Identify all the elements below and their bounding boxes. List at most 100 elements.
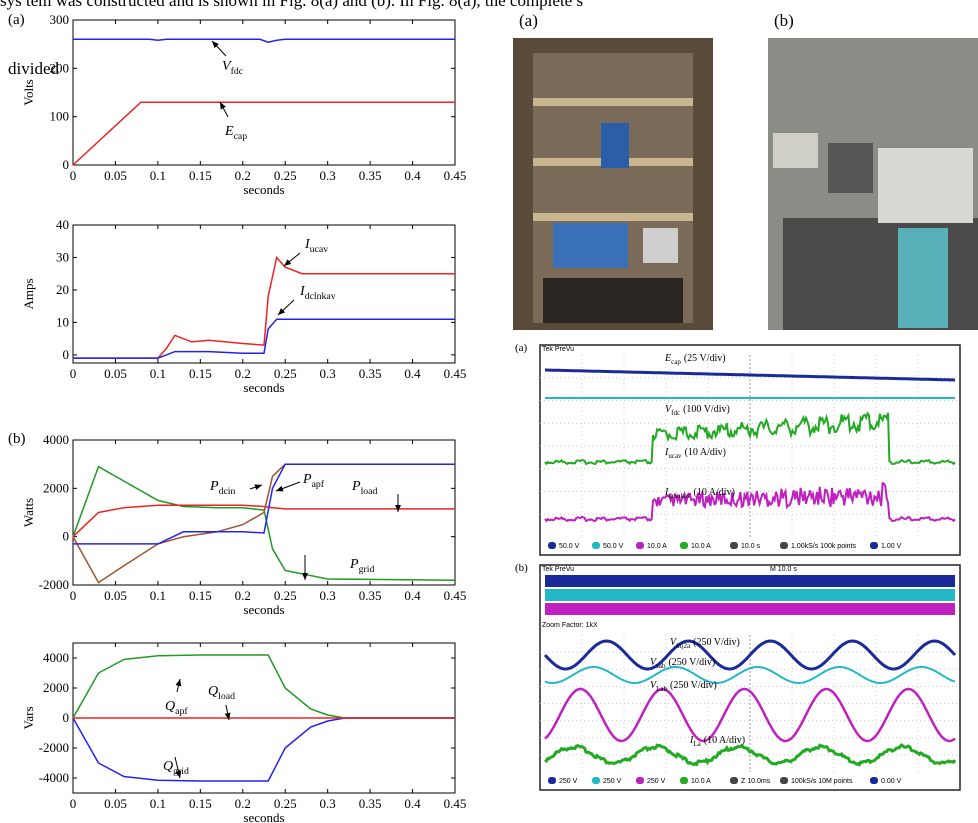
status-text: 0.00 V — [881, 778, 902, 785]
x-tick-label: 0 — [70, 588, 77, 603]
annotation: Pgrid — [349, 557, 374, 575]
scope-label: (a) — [515, 342, 528, 354]
x-tick-label: 0.45 — [444, 168, 467, 183]
x-tick-label: 0.35 — [359, 168, 382, 183]
x-tick-label: 0 — [70, 366, 77, 381]
scope-band — [545, 603, 955, 615]
annotation-subscript: apf — [312, 479, 325, 490]
annotation-arrow — [220, 102, 228, 117]
status-text: 50.0 V — [559, 543, 580, 550]
x-tick-label: 0.3 — [320, 366, 336, 381]
status-chip — [592, 777, 600, 784]
annotation-arrow — [278, 300, 294, 315]
annotation-arrow — [177, 679, 180, 692]
photo-detail — [601, 123, 629, 168]
data-line — [73, 467, 455, 581]
status-chip — [780, 542, 788, 549]
status-chip — [680, 777, 688, 784]
photo-detail — [828, 143, 873, 193]
x-tick-label: 0.1 — [150, 366, 166, 381]
status-text: 10.0 A — [647, 543, 667, 550]
x-tick-label: 0.1 — [150, 796, 166, 811]
annotation-arrow — [276, 482, 300, 491]
data-line — [73, 464, 455, 582]
annotation: Pdcin — [209, 479, 236, 497]
x-tick-label: 0.15 — [189, 168, 212, 183]
status-chip — [870, 542, 878, 549]
x-tick-label: 0.1 — [150, 168, 166, 183]
annotation-arrow — [284, 253, 300, 266]
scope-header: Tek PreVu — [542, 346, 574, 353]
x-tick-label: 0.2 — [235, 796, 251, 811]
header-text: sys tem was constructed and is shown in … — [0, 0, 583, 10]
annotation-subscript: apf — [175, 706, 188, 717]
y-tick-label: 10 — [56, 314, 69, 329]
y-tick-label: 300 — [50, 12, 70, 27]
x-axis-label: seconds — [243, 380, 284, 395]
panel-label: (b) — [8, 431, 26, 447]
x-tick-label: 0 — [70, 168, 77, 183]
trace-label-subscript: La — [693, 740, 701, 748]
scope-top: M 10.0 s — [770, 566, 797, 573]
status-text: 10.0 A — [691, 543, 711, 550]
y-tick-label: -2000 — [39, 740, 69, 755]
photo-detail — [533, 213, 693, 221]
trace-label-scale: (10 A/div) — [685, 447, 726, 458]
photo-detail — [783, 218, 978, 330]
y-tick-label: -2000 — [39, 577, 69, 592]
trace-label-subscript: ucav — [668, 452, 682, 460]
annotation-subscript: grid — [173, 766, 189, 777]
status-text: 100kS/s 10M points — [791, 778, 853, 785]
trace-label-subscript: sab — [656, 662, 666, 670]
y-tick-label: 0 — [63, 157, 70, 172]
status-text: 10.0 s — [741, 543, 761, 550]
y-axis-label: Watts — [21, 498, 36, 527]
photo-detail — [643, 228, 678, 263]
annotation: Qload — [208, 684, 235, 702]
status-chip — [548, 777, 556, 784]
x-tick-label: 0.45 — [444, 588, 467, 603]
y-tick-label: 0 — [63, 347, 70, 362]
trace-label-subscript: dclnkav — [668, 492, 691, 500]
data-line — [73, 655, 455, 718]
trace-label-scale: (250 V/div) — [670, 680, 717, 691]
scope-band — [545, 575, 955, 587]
annotation-symbol: E — [224, 124, 234, 139]
annotation-subscript: load — [218, 691, 235, 702]
x-tick-label: 0.35 — [359, 588, 382, 603]
annotation-symbol: Q — [208, 684, 218, 699]
annotation: Iucav — [304, 237, 328, 255]
y-tick-label: 30 — [56, 249, 69, 264]
x-tick-label: 0.35 — [359, 366, 382, 381]
x-tick-label: 0.3 — [320, 168, 336, 183]
status-chip — [636, 777, 644, 784]
x-tick-label: 0.45 — [444, 796, 467, 811]
status-text: 1.00kS/s 100k points — [791, 543, 856, 550]
annotation-symbol: P — [209, 479, 219, 494]
annotation-arrow — [250, 485, 262, 489]
status-chip — [592, 542, 600, 549]
annotation: Papf — [302, 472, 325, 490]
annotation-subscript: ucav — [310, 244, 329, 255]
trace-label-subscript: cap — [671, 358, 681, 366]
x-tick-label: 0.4 — [404, 796, 421, 811]
y-tick-label: 4000 — [43, 650, 69, 665]
annotation: Idclnkav — [299, 284, 336, 302]
x-tick-label: 0.25 — [274, 168, 297, 183]
scope-zoom: Zoom Factor: 1kX — [542, 622, 598, 629]
x-tick-label: 0.4 — [404, 168, 421, 183]
x-tick-label: 0.25 — [274, 366, 297, 381]
x-tick-label: 0.05 — [104, 366, 127, 381]
y-tick-label: 20 — [56, 282, 69, 297]
x-tick-label: 0.3 — [320, 588, 336, 603]
status-text: 10.0 A — [691, 778, 711, 785]
x-axis-label: seconds — [243, 182, 284, 197]
annotation-subscript: dclnkav — [305, 291, 336, 302]
page: sys tem was constructed and is shown in … — [0, 0, 978, 823]
trace-label-scale: (10 A/div) — [704, 735, 745, 746]
status-text: 250 V — [603, 778, 622, 785]
status-chip — [636, 542, 644, 549]
annotation-symbol: P — [351, 479, 361, 494]
annotation-symbol: P — [349, 557, 359, 572]
status-chip — [548, 542, 556, 549]
